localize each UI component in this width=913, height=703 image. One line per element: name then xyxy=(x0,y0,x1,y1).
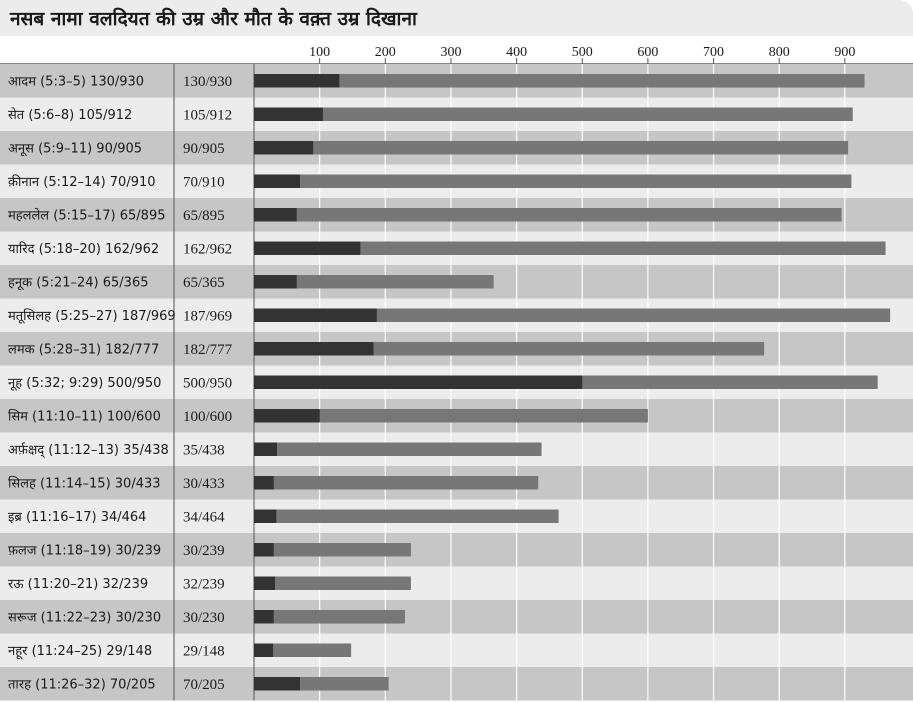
row-value-label: 105/912 xyxy=(183,107,232,123)
fatherhood-age-bar xyxy=(254,375,583,389)
fatherhood-age-bar xyxy=(254,543,274,557)
row-value-label: 65/365 xyxy=(183,275,225,291)
fatherhood-age-bar xyxy=(254,141,314,155)
lifespan-bar xyxy=(254,141,849,155)
lifespan-bar xyxy=(254,409,648,423)
fatherhood-age-bar xyxy=(254,476,274,490)
fatherhood-age-bar xyxy=(254,610,274,624)
lifespan-bar xyxy=(254,543,411,557)
fatherhood-age-bar xyxy=(254,308,377,322)
fatherhood-age-bar xyxy=(254,174,300,188)
lifespan-bar xyxy=(254,275,494,289)
row-label: लमक (5:28–31) 182/777 xyxy=(8,342,159,357)
fatherhood-age-bar xyxy=(254,241,361,255)
lifespan-bar xyxy=(254,308,891,322)
row-value-label: 182/777 xyxy=(183,342,233,358)
fatherhood-age-bar xyxy=(254,576,276,590)
fatherhood-age-bar xyxy=(254,442,277,456)
row-background xyxy=(0,600,913,634)
row-value-label: 70/205 xyxy=(183,677,225,693)
x-tick-label: 800 xyxy=(769,45,790,60)
row-value-label: 162/962 xyxy=(183,241,232,257)
lifespan-bar xyxy=(254,643,352,657)
lifespan-bar xyxy=(254,174,852,188)
lifespan-bar xyxy=(254,509,559,523)
fatherhood-age-bar xyxy=(254,509,277,523)
x-tick-label: 200 xyxy=(375,45,396,60)
row-label: फ़लज (11:18–19) 30/239 xyxy=(8,543,161,558)
row-label: नूह (5:32; 9:29) 500/950 xyxy=(8,376,161,391)
row-value-label: 35/438 xyxy=(183,442,225,458)
row-value-label: 90/905 xyxy=(183,141,225,157)
lifespan-bar xyxy=(254,610,405,624)
row-value-label: 30/433 xyxy=(183,476,225,492)
row-value-label: 187/969 xyxy=(183,308,232,324)
row-value-label: 30/230 xyxy=(183,610,225,626)
x-tick-label: 100 xyxy=(309,45,330,60)
lifespan-bar xyxy=(254,74,865,88)
title-bar: नसब नामा वलदियत की उम्र और मौत के वक़्त … xyxy=(0,0,913,36)
chart-title: नसब नामा वलदियत की उम्र और मौत के वक़्त … xyxy=(10,8,417,30)
fatherhood-age-bar xyxy=(254,643,274,657)
lifespan-bar xyxy=(254,576,411,590)
row-value-label: 30/239 xyxy=(183,543,225,559)
x-tick-label: 900 xyxy=(834,45,855,60)
lifespan-bar xyxy=(254,342,765,356)
lifespan-bar xyxy=(254,107,853,121)
x-tick-label: 500 xyxy=(572,45,593,60)
row-background xyxy=(0,566,913,600)
x-tick-label: 700 xyxy=(703,45,724,60)
row-value-label: 32/239 xyxy=(183,576,225,592)
lifespan-bar xyxy=(254,442,542,456)
row-label: यारिद (5:18–20) 162/962 xyxy=(8,241,159,257)
row-value-label: 70/910 xyxy=(183,174,225,190)
fatherhood-age-bar xyxy=(254,275,297,289)
row-background xyxy=(0,533,913,567)
row-label: मतूसिलह (5:25–27) 187/969 xyxy=(8,308,176,324)
row-value-label: 29/148 xyxy=(183,643,225,659)
x-tick-label: 300 xyxy=(440,45,461,60)
row-label: नहूर (11:24–25) 29/148 xyxy=(8,644,152,660)
fatherhood-age-bar xyxy=(254,409,320,423)
x-tick-label: 400 xyxy=(506,45,527,60)
row-label: तारह (11:26–32) 70/205 xyxy=(8,677,156,692)
row-label: क़ीनान (5:12–14) 70/910 xyxy=(8,174,156,190)
fatherhood-age-bar xyxy=(254,208,297,222)
row-background xyxy=(0,667,913,701)
fatherhood-age-bar xyxy=(254,677,300,691)
row-value-label: 130/930 xyxy=(183,74,232,90)
row-value-label: 100/600 xyxy=(183,409,232,425)
row-label: आदम (5:3–5) 130/930 xyxy=(8,74,144,89)
row-label: इब्र (11:16–17) 34/464 xyxy=(8,510,146,525)
x-tick-label: 600 xyxy=(637,45,658,60)
row-value-label: 500/950 xyxy=(183,375,232,391)
lifespan-bar xyxy=(254,208,842,222)
lifespan-bar xyxy=(254,241,886,255)
row-label: अर्फ़क्षद् (11:12–13) 35/438 xyxy=(8,442,169,459)
fatherhood-age-bar xyxy=(254,74,340,88)
row-value-label: 34/464 xyxy=(183,509,225,525)
row-label: सरूज (11:22–23) 30/230 xyxy=(8,610,161,625)
row-label: सिम (11:10–11) 100/600 xyxy=(8,408,161,424)
axis-header-row xyxy=(0,36,913,64)
row-label: सिलह (11:14–15) 30/433 xyxy=(8,475,161,491)
lifespan-bar xyxy=(254,476,539,490)
fatherhood-age-bar xyxy=(254,342,374,356)
row-label: हनूक (5:21–24) 65/365 xyxy=(8,275,148,290)
row-label: रऊ (11:20–21) 32/239 xyxy=(8,577,148,592)
row-label: अनूस (5:9–11) 90/905 xyxy=(8,141,142,156)
fatherhood-age-bar xyxy=(254,107,323,121)
row-label: सेत (5:6–8) 105/912 xyxy=(8,107,132,123)
row-label: महललेल (5:15–17) 65/895 xyxy=(8,207,166,223)
row-value-label: 65/895 xyxy=(183,208,225,224)
row-background xyxy=(0,633,913,667)
